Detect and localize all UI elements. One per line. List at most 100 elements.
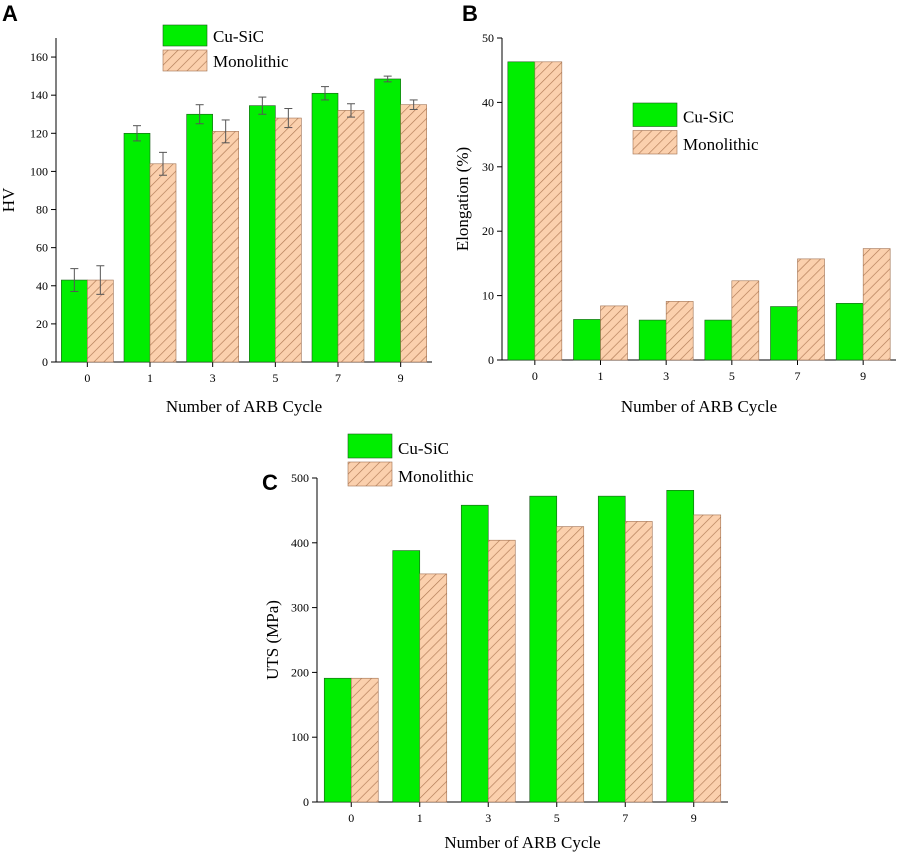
y-tick-label: 0 [488,353,494,367]
legend-swatch-monolithic [347,461,393,487]
bar-cu-sic [323,677,352,803]
y-tick-label: 30 [482,160,494,174]
x-axis-title: Number of ARB Cycle [444,833,600,852]
y-tick-label: 50 [482,31,494,45]
legend-label-cu-sic: Cu-SiC [213,27,264,46]
bar-cu-sic [123,132,151,363]
hardness-chart: 0 20 40 60 80 100 120 140 160 0 1 3 5 7 9 Number of ARB… [0,24,432,416]
bar-monolithic [534,61,563,361]
bar-cu-sic [666,490,695,803]
bar-monolithic [556,526,585,803]
bar-cu-sic [529,495,558,803]
panel-letter-b: B [462,1,478,26]
y-tick-label: 120 [30,126,48,140]
legend: Cu-SiC Monolithic [162,24,289,72]
uts-chart: 0 100 200 300 400 500 0 1 3 5 7 9 Number of ARB Cycl… [263,433,728,852]
panel-letter-a: A [2,1,18,26]
legend-label-monolithic: Monolithic [398,467,474,486]
x-tick-label: 5 [554,811,560,825]
legend-swatch-cu-sic [347,433,393,459]
y-tick-label: 200 [291,665,309,679]
bar-monolithic [212,131,239,363]
x-tick-label: 3 [485,811,491,825]
y-tick-label: 0 [303,795,309,809]
bar-monolithic [600,305,628,361]
y-tick-label: 40 [36,279,48,293]
y-axis-title: HV [0,187,18,212]
y-tick-label: 80 [36,203,48,217]
x-tick-label: 3 [210,371,216,385]
y-tick-label: 10 [482,289,494,303]
x-tick-label: 0 [84,371,90,385]
y-tick-label: 20 [482,224,494,238]
bar-monolithic [665,301,694,361]
y-tick-label: 160 [30,50,48,64]
bar-cu-sic [638,319,667,361]
bar-monolithic [337,110,365,363]
x-tick-label: 1 [147,371,153,385]
x-tick-label: 7 [795,369,801,383]
x-tick-label: 9 [691,811,697,825]
legend-label-monolithic: Monolithic [683,135,759,154]
y-tick-label: 60 [36,241,48,255]
x-axis-title: Number of ARB Cycle [621,397,777,416]
bar-monolithic [275,117,302,363]
x-tick-label: 0 [532,369,538,383]
bar-cu-sic [249,105,276,363]
y-tick-label: 300 [291,601,309,615]
bar-monolithic [487,539,516,803]
y-tick-label: 100 [291,730,309,744]
legend-label-monolithic: Monolithic [213,52,289,71]
x-tick-label: 5 [272,371,278,385]
bar-monolithic [731,280,760,361]
x-tick-label: 0 [348,811,354,825]
bar-monolithic [624,521,653,803]
panel-letter-c: C [262,470,278,495]
bar-monolithic [797,258,825,361]
y-tick-label: 500 [291,471,309,485]
x-tick-label: 3 [663,369,669,383]
legend-swatch-cu-sic [632,102,678,127]
x-tick-label: 5 [729,369,735,383]
y-tick-label: 100 [30,164,48,178]
legend-label-cu-sic: Cu-SiC [683,108,734,127]
bar-cu-sic [770,306,798,361]
bar-cu-sic [186,113,213,363]
bar-monolithic [400,104,427,363]
bar-cu-sic [460,504,489,803]
bar-cu-sic [311,92,339,363]
x-axis-title: Number of ARB Cycle [166,397,322,416]
bar-monolithic [350,677,379,803]
legend-label-cu-sic: Cu-SiC [398,439,449,458]
bar-cu-sic [392,550,421,803]
bar-monolithic [862,248,891,361]
bar-cu-sic [507,61,536,361]
legend-swatch-monolithic [632,130,678,155]
x-tick-label: 7 [335,371,341,385]
x-tick-label: 9 [860,369,866,383]
legend: Cu-SiC Monolithic [632,102,759,155]
bar-monolithic [149,163,177,363]
legend-swatch-monolithic [162,49,208,72]
y-tick-label: 0 [42,355,48,369]
x-tick-label: 1 [598,369,604,383]
y-axis-title: Elongation (%) [453,147,472,251]
x-tick-label: 1 [417,811,423,825]
y-tick-label: 140 [30,88,48,102]
legend: Cu-SiC Monolithic [347,433,474,487]
bar-cu-sic [61,279,88,363]
bar-cu-sic [374,78,401,363]
bar-cu-sic [704,319,733,361]
y-tick-label: 400 [291,536,309,550]
x-tick-label: 9 [398,371,404,385]
bar-monolithic [693,514,722,803]
bar-monolithic [419,573,448,803]
bar-cu-sic [597,495,626,803]
elongation-chart: 0 10 20 30 40 50 0 1 3 5 7 9 Number of ARB Cycle Elon… [453,31,896,416]
legend-swatch-cu-sic [162,24,208,47]
bar-cu-sic [835,303,864,361]
x-tick-label: 7 [622,811,628,825]
y-tick-label: 40 [482,95,494,109]
bar-cu-sic [573,319,601,361]
